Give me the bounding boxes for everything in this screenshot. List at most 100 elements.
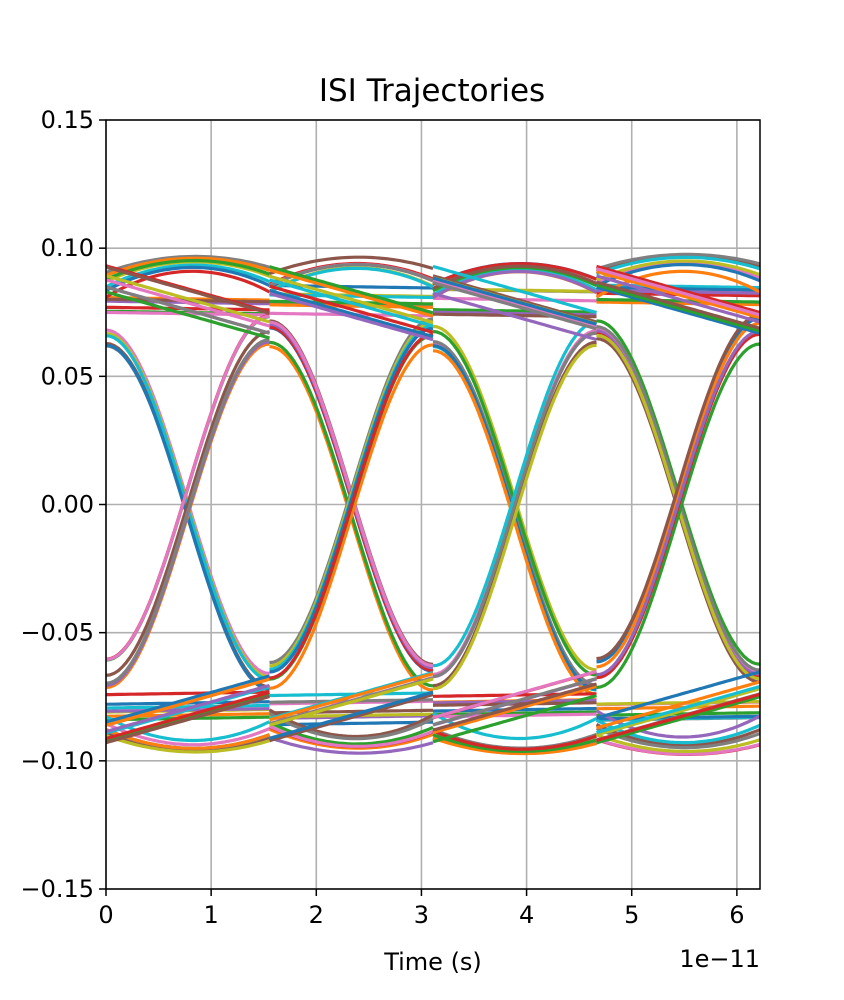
isi-trajectory-line — [596, 297, 760, 304]
isi-trajectory-line — [432, 281, 597, 331]
isi-trajectory-line — [106, 694, 270, 745]
isi-trajectory-line — [269, 284, 434, 334]
isi-trajectory-line — [596, 321, 760, 669]
x-axis: 0 1 2 3 4 5 6 — [98, 889, 745, 929]
isi-trajectory-line — [596, 329, 760, 677]
isi-trajectory-line — [106, 265, 271, 293]
isi-trajectory-line — [269, 677, 434, 727]
isi-trajectory-line — [596, 267, 760, 317]
isi-trajectory-line — [106, 290, 270, 340]
y-tick-label: 0.10 — [41, 234, 94, 262]
y-tick-label: −0.10 — [20, 747, 94, 775]
x-tick-label: 4 — [519, 901, 534, 929]
x-tick-label: 3 — [414, 901, 429, 929]
isi-trajectory-line — [596, 687, 760, 737]
isi-trajectory-line — [106, 683, 270, 734]
isi-trajectory-line — [596, 269, 760, 320]
trace-group — [106, 252, 760, 757]
isi-trajectory-line — [432, 733, 597, 754]
isi-trajectory-line — [268, 266, 434, 294]
isi-trajectory-line — [269, 326, 434, 674]
isi-trajectory-line — [106, 265, 270, 315]
y-axis: −0.15 −0.10 −0.05 0.00 0.05 0.10 0.15 — [20, 106, 106, 903]
isi-trajectory-line — [432, 308, 597, 314]
isi-trajectory-line — [269, 690, 434, 740]
isi-trajectory-line — [596, 704, 760, 711]
isi-trajectory-line — [106, 674, 270, 724]
isi-trajectory-line — [106, 256, 270, 277]
isi-trajectory-line — [268, 255, 434, 276]
isi-trajectory-line — [106, 690, 270, 741]
isi-trajectory-line — [432, 276, 597, 326]
isi-trajectory-line — [269, 283, 434, 290]
isi-trajectory-line — [268, 724, 434, 748]
isi-trajectory-line — [106, 258, 271, 281]
isi-trajectory-line — [106, 330, 270, 677]
isi-trajectory-line — [106, 314, 270, 662]
x-tick-label: 0 — [98, 901, 113, 929]
grid — [105, 119, 760, 890]
isi-trajectory-line — [432, 264, 597, 315]
x-tick-label: 6 — [729, 901, 744, 929]
isi-trajectory-line — [432, 682, 597, 732]
x-tick-label: 1 — [204, 901, 219, 929]
isi-trajectory-line — [268, 708, 434, 739]
isi-trajectory-line — [596, 285, 760, 335]
x-axis-label: Time (s) — [383, 948, 482, 976]
x-tick-label: 2 — [309, 901, 324, 929]
isi-trajectory-line — [269, 265, 434, 315]
isi-trajectory-line — [596, 670, 760, 720]
isi-trajectory-line — [432, 729, 598, 751]
isi-trajectory-line — [596, 280, 760, 330]
isi-trajectory-line — [596, 274, 760, 324]
isi-trajectory-line — [269, 333, 434, 680]
y-tick-label: 0.05 — [41, 362, 94, 390]
isi-trajectory-line — [596, 711, 760, 717]
y-tick-label: −0.05 — [20, 619, 94, 647]
isi-trajectory-line — [595, 259, 760, 282]
isi-trajectory-line — [432, 320, 597, 668]
isi-trajectory-line — [596, 264, 760, 315]
isi-trajectory-line — [106, 338, 270, 685]
isi-trajectory-line — [106, 285, 270, 335]
isi-trajectory-line — [432, 291, 597, 342]
isi-trajectory-line — [106, 254, 270, 274]
isi-trajectory-line — [268, 736, 434, 755]
isi-trajectory-line — [432, 736, 597, 756]
isi-trajectory-line — [432, 274, 597, 324]
isi-trajectory-line — [269, 672, 434, 722]
isi-trajectory-line — [432, 684, 597, 735]
isi-trajectory-line — [596, 283, 760, 333]
x-axis-offset-label: 1e−11 — [679, 945, 760, 973]
isi-trajectory-line — [106, 734, 270, 754]
isi-trajectory-line — [432, 343, 597, 691]
isi-trajectory-line — [269, 343, 434, 690]
isi-trajectory-line — [596, 695, 760, 745]
isi-trajectory-line — [432, 279, 597, 329]
isi-trajectory-line — [595, 255, 760, 276]
isi-trajectory-line — [432, 694, 597, 744]
isi-trajectory-line — [269, 693, 434, 743]
isi-trajectory-line — [106, 728, 271, 750]
isi-trajectory-line — [269, 278, 434, 328]
isi-trajectory-line — [106, 274, 270, 324]
isi-trajectory-line — [596, 313, 760, 661]
isi-trajectory-line — [268, 712, 434, 741]
isi-trajectory-line — [432, 264, 598, 290]
isi-trajectory-line — [432, 669, 597, 720]
isi-trajectory-line — [595, 733, 760, 754]
y-tick-label: −0.15 — [20, 875, 94, 903]
isi-trajectory-line — [595, 737, 760, 756]
isi-trajectory-line — [432, 711, 598, 741]
y-tick-label: 0.15 — [41, 106, 94, 134]
isi-trajectory-line — [269, 288, 434, 339]
isi-trajectory-line — [432, 676, 597, 727]
chart-title: ISI Trajectories — [319, 73, 545, 109]
isi-trajectory-line — [269, 292, 434, 342]
isi-trajectory-line — [106, 677, 270, 727]
isi-trajectory-line — [596, 684, 760, 735]
y-tick-label: 0.00 — [41, 491, 94, 519]
isi-trajectory-line — [269, 274, 434, 324]
isi-trajectory-line — [269, 268, 434, 318]
